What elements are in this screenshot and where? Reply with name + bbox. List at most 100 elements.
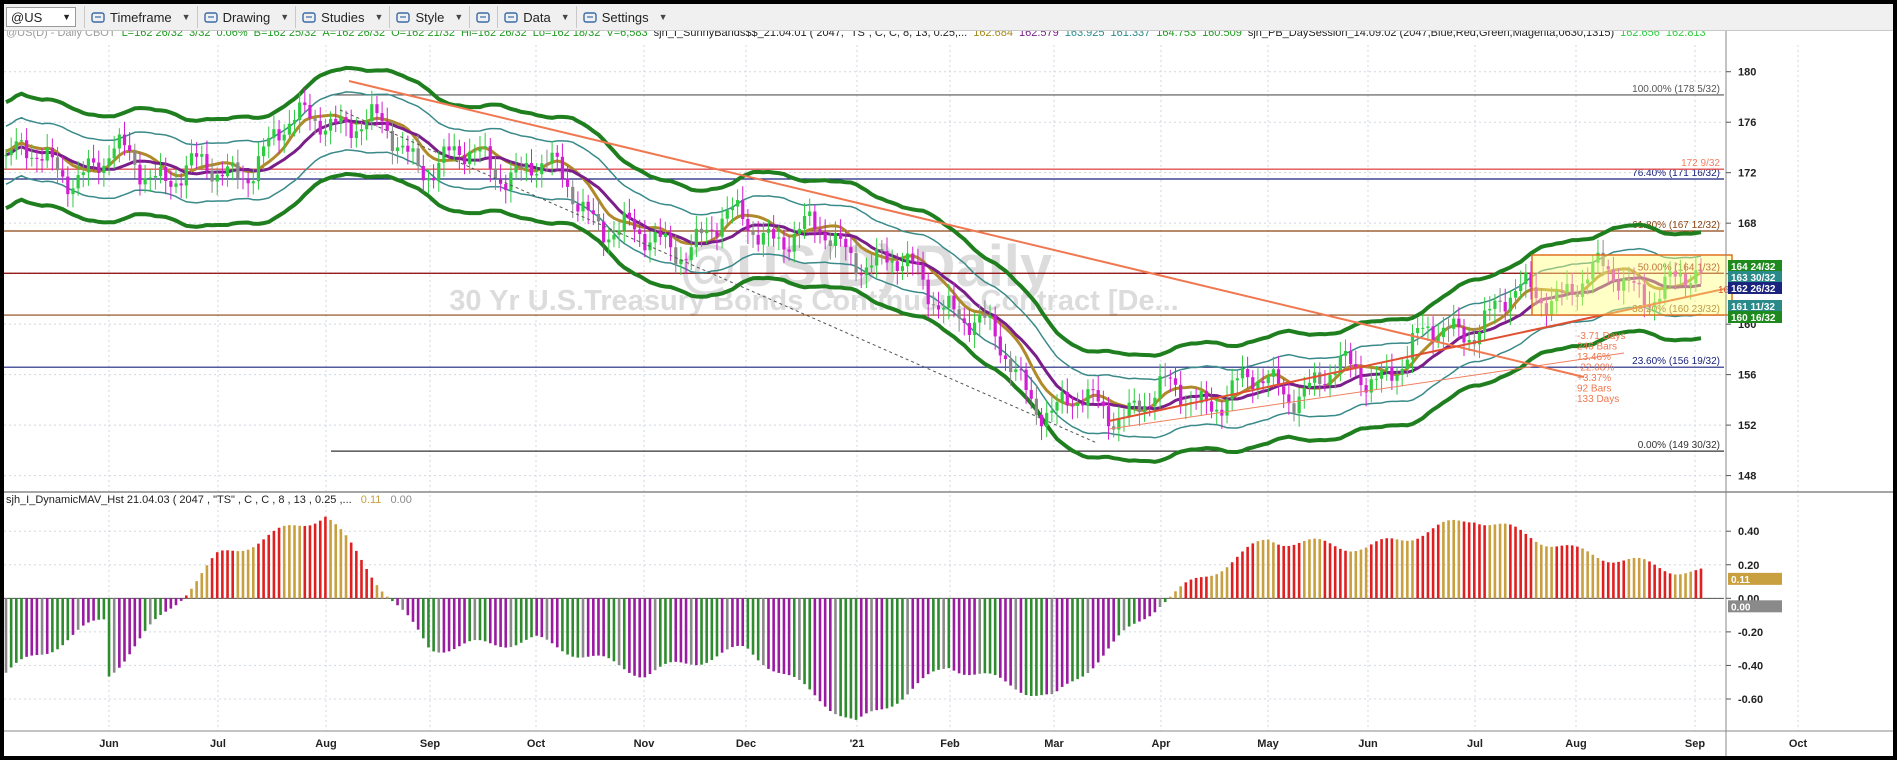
osc-bar [983, 598, 987, 674]
toolbar-style-button[interactable]: Style ▼ [389, 6, 469, 28]
osc-bar [1066, 598, 1069, 684]
candle-body [808, 211, 812, 217]
header-field: 162.656 [1620, 31, 1660, 39]
osc-bar [1050, 598, 1054, 695]
candle-body [880, 248, 884, 252]
osc-bar [962, 598, 966, 675]
candle-body [1287, 394, 1291, 404]
candle-body [983, 314, 987, 318]
candle-body [1534, 287, 1538, 298]
toolbar-panels-button[interactable] [469, 6, 497, 28]
osc-bar [1215, 574, 1219, 599]
candle-body [1421, 327, 1425, 329]
chart-area[interactable]: @US(D) - Daily CBOT L=162 26/32 3/32 0.06% B… [4, 31, 1893, 756]
slow-moving-average [5, 119, 1702, 411]
candle-body [519, 166, 523, 169]
toolbar-timeframe-button[interactable]: Timeframe ▼ [84, 6, 197, 28]
candle-body [602, 221, 606, 243]
osc-bar [1493, 524, 1497, 599]
osc-bar [1060, 598, 1064, 687]
candle-body [1153, 397, 1157, 407]
time-axis-label: Dec [736, 738, 756, 750]
osc-bar [76, 598, 80, 630]
candle-body [1029, 390, 1033, 399]
osc-bar [880, 598, 884, 710]
candle-body [1462, 327, 1466, 343]
candle-body [869, 265, 874, 268]
candle-body [385, 121, 389, 131]
candle-body [1575, 293, 1579, 297]
osc-bar [1153, 598, 1157, 613]
toolbar-drawing-button[interactable]: Drawing ▼ [196, 6, 296, 28]
candle-body [365, 121, 369, 130]
price-axis-label: 152 [1738, 420, 1756, 432]
candle-body [148, 177, 152, 179]
osc-bar [4, 598, 8, 673]
header-field: 3/32 [189, 31, 211, 39]
osc-bar [1024, 598, 1028, 696]
osc-zero-flag-bg [1728, 600, 1782, 613]
osc-bar [1076, 598, 1079, 680]
candle-body [303, 102, 307, 105]
osc-bar [813, 598, 817, 696]
candle-body [1323, 383, 1327, 385]
candle-body [766, 228, 771, 233]
candle-body [627, 212, 631, 219]
price-axis-label: 176 [1738, 117, 1756, 129]
osc-bar [1143, 598, 1146, 620]
header-field: 162.684 [973, 31, 1013, 39]
osc-bar [272, 530, 276, 599]
toolbar-settings-button[interactable]: Settings ▼ [575, 6, 674, 28]
time-axis-label: Jul [1467, 738, 1483, 750]
candle-body [1179, 384, 1183, 406]
osc-bar [1107, 598, 1110, 649]
osc-bar [339, 529, 343, 599]
osc-bar [179, 598, 183, 601]
osc-axis-label: -0.60 [1738, 694, 1763, 706]
osc-axis-label: 0.40 [1738, 526, 1759, 538]
data-icon [504, 11, 519, 24]
osc-bar [473, 598, 477, 641]
candle-body [174, 183, 178, 187]
symbol-header: @US(D) - Daily CBOT L=162 26/32 3/32 0.06% B… [6, 31, 1712, 39]
osc-bar [499, 598, 502, 647]
osc-bar [1426, 532, 1430, 599]
osc-bar [957, 598, 961, 674]
osc-bar [262, 539, 265, 599]
symbol-selector[interactable]: @US ▼ [6, 7, 76, 27]
osc-bar [695, 598, 698, 666]
osc-bar [1411, 540, 1414, 599]
osc-bar [1560, 545, 1564, 599]
candle-body [859, 274, 863, 276]
osc-bar [1045, 598, 1048, 695]
candle-body [401, 145, 405, 148]
osc-bar [1679, 574, 1682, 599]
osc-bar [1287, 545, 1291, 599]
osc-bar [829, 598, 832, 712]
osc-bar [638, 598, 641, 678]
osc-bar [1570, 545, 1574, 599]
osc-bar [1009, 598, 1012, 686]
osc-bar [30, 598, 34, 656]
osc-bar [535, 598, 538, 636]
candle-body [998, 336, 1002, 356]
candle-body [76, 175, 80, 189]
candle-body [1070, 405, 1075, 407]
candle-body [839, 232, 843, 239]
osc-bar [391, 598, 394, 602]
downtrend-line [348, 80, 1585, 378]
candle-body [375, 104, 379, 114]
candle-body [432, 177, 436, 181]
indicator-label: sjh_I_DynamicMAV_Hst 21.04.03 ( 2047 , "… [6, 494, 352, 506]
osc-bar [1266, 539, 1270, 599]
osc-bar [509, 598, 513, 648]
toolbar-data-button[interactable]: Data ▼ [497, 6, 575, 28]
candle-body [292, 120, 297, 124]
toolbar-studies-button[interactable]: Studies ▼ [295, 6, 389, 28]
candle-body [823, 232, 827, 241]
osc-bar [1431, 528, 1435, 599]
osc-bar [360, 559, 363, 599]
osc-bar [952, 598, 956, 671]
osc-bar [143, 598, 147, 631]
